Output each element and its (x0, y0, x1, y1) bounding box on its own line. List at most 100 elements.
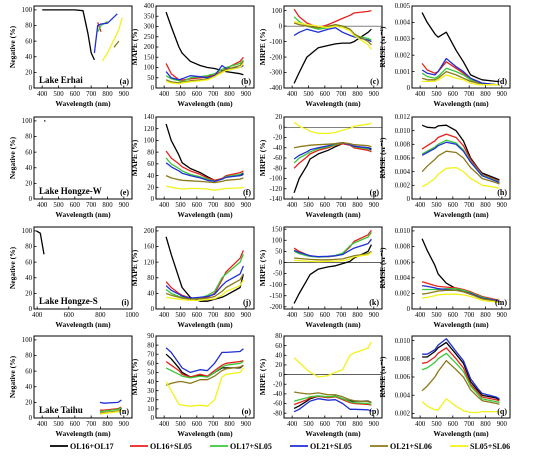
x-axis-label: Wavelength (nm) (305, 210, 361, 219)
panel-letter: (g) (370, 188, 380, 197)
series-line-ol21-sl05 (421, 141, 500, 184)
y-tick-label: 80 (25, 353, 32, 360)
y-tick-label: 200 (144, 228, 155, 235)
series-line-ol21-sl06 (421, 289, 500, 303)
plot-frame (411, 5, 511, 89)
x-tick-label: 700 (208, 202, 219, 209)
x-tick-label: 900 (497, 312, 508, 319)
y-tick-label: 100 (22, 228, 33, 235)
series-line-ol16-ol17 (165, 236, 245, 302)
x-tick-label: 900 (241, 91, 252, 98)
y-tick-label: -80 (273, 165, 283, 172)
y-tick-label: -100 (270, 39, 283, 46)
series-line-ol21-sl05 (165, 162, 244, 183)
x-tick-label: 800 (352, 202, 363, 209)
legend-label: OL17+SL05 (230, 442, 272, 451)
x-tick-label: 800 (480, 312, 491, 319)
y-tick-label: 0.002 (395, 411, 411, 418)
y-tick-label: 80 (147, 342, 154, 349)
y-tick-label: 20 (25, 400, 32, 407)
x-tick-label: 500 (175, 421, 186, 428)
series-line-ol21-sl06 (293, 141, 372, 149)
x-tick-label: 900 (369, 421, 380, 428)
x-axis-label: Wavelength (nm) (55, 210, 111, 219)
series-line-ol21-sl05 (165, 265, 244, 299)
x-tick-label: 700 (464, 421, 475, 428)
series-line-sl05-sl06 (165, 62, 244, 85)
y-tick-label: 40 (275, 352, 282, 359)
lake-name-label: Lake Hongze-W (39, 186, 102, 196)
y-tick-label: 0.006 (395, 374, 411, 381)
y-axis-label: MRPE (%) (258, 249, 267, 286)
panel-letter: (n) (119, 407, 129, 416)
panel-letter: (p) (369, 407, 379, 416)
x-tick-label: 800 (480, 202, 491, 209)
panel-f: 400 500 600 700 800 900 0 20 40 60 80 100 120 140 Wave… (130, 114, 255, 219)
series-group (165, 11, 244, 85)
y-axis-label: RMSE (sr⁻¹) (378, 356, 387, 397)
panel-letter: (d) (497, 77, 507, 86)
x-tick-label: 400 (159, 91, 170, 98)
x-tick-label: 700 (464, 312, 475, 319)
legend-item: OL16+SL05 (130, 442, 192, 451)
panel-p: 400 500 600 700 800 900 -80 -60 -40 -20 0 20 40 60 80 W… (258, 333, 383, 438)
x-tick-label: 900 (241, 312, 252, 319)
y-tick-label: 0.010 (395, 228, 411, 235)
y-tick-label: 20 (25, 70, 32, 77)
x-tick-label: 700 (86, 202, 97, 209)
y-tick-label: 20 (275, 114, 282, 121)
y-tick-label: 100 (22, 118, 33, 125)
x-tick-label: 900 (241, 202, 252, 209)
plot-frame (33, 116, 133, 200)
panel-letter: (k) (369, 298, 379, 307)
x-axis-label: Wavelength (nm) (177, 210, 233, 219)
x-tick-label: 900 (119, 91, 130, 98)
y-tick-label: 60 (147, 161, 154, 168)
plot-frame (283, 335, 383, 419)
x-tick-label: 400 (287, 91, 298, 98)
x-tick-label: 800 (95, 312, 106, 319)
series-line-ol16-ol17 (165, 123, 244, 181)
x-tick-label: 500 (431, 202, 442, 209)
panel-q: 400 500 600 700 800 900 0.002 0.004 0.006 0.008 0.… (378, 335, 511, 438)
panel-o: 400 500 600 700 800 900 0 10 20 30 40 50 60 70 80 90 Wav… (130, 333, 255, 438)
y-tick-label: 40 (25, 165, 32, 172)
legend-label: OL21+SL06 (390, 442, 432, 451)
x-tick-label: 600 (70, 91, 81, 98)
series-line-sl05-sl06 (294, 251, 372, 263)
y-tick-label: -20 (273, 135, 283, 142)
series-line-ol17-sl05 (165, 59, 244, 83)
y-tick-label: 350 (144, 13, 155, 20)
series-line-sl05-sl06 (99, 409, 122, 415)
series-line-ol16-sl05 (293, 8, 372, 29)
y-tick-label: 60 (25, 368, 32, 375)
x-tick-label: 500 (303, 312, 314, 319)
y-tick-label: 0.008 (395, 356, 411, 363)
series-group (421, 238, 500, 304)
x-tick-label: 600 (448, 91, 459, 98)
series-line-ol16-ol17 (421, 124, 500, 181)
panel-i: 400 600 800 1000 0 20 40 60 80 100 Wavelength (nm)… (8, 226, 139, 329)
series-line-ol21-sl05 (165, 347, 244, 374)
series-line-ol16-sl05 (421, 347, 500, 402)
panel-a: 400 500 600 700 800 900 0 20 40 60 80 100 Wavelength… (8, 5, 133, 108)
x-tick-label: 500 (53, 421, 64, 428)
y-tick-label: 150 (144, 54, 155, 61)
series-line-ol21-sl06 (293, 22, 372, 46)
x-tick-label: 900 (369, 202, 380, 209)
x-tick-label: 900 (369, 312, 380, 319)
y-tick-label: 60 (25, 259, 32, 266)
series-line-ol16-ol17 (422, 341, 500, 401)
series-line-ol17-sl05 (165, 157, 244, 183)
x-tick-label: 800 (224, 202, 235, 209)
x-tick-label: 700 (86, 91, 97, 98)
series-line-ol17-sl05 (165, 360, 244, 379)
x-axis-label: Wavelength (nm) (305, 429, 361, 438)
y-tick-label: -20 (273, 381, 283, 388)
y-axis-label: RMSE (sr⁻¹) (378, 26, 387, 67)
series-line-ol16-ol17 (421, 12, 500, 83)
x-tick-label: 400 (159, 202, 170, 209)
series-group (99, 399, 122, 415)
y-tick-label: 20 (25, 291, 32, 298)
